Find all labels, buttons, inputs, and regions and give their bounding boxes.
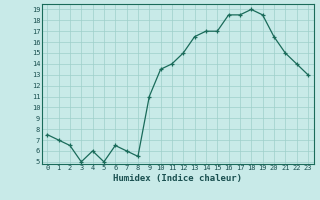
- X-axis label: Humidex (Indice chaleur): Humidex (Indice chaleur): [113, 174, 242, 183]
